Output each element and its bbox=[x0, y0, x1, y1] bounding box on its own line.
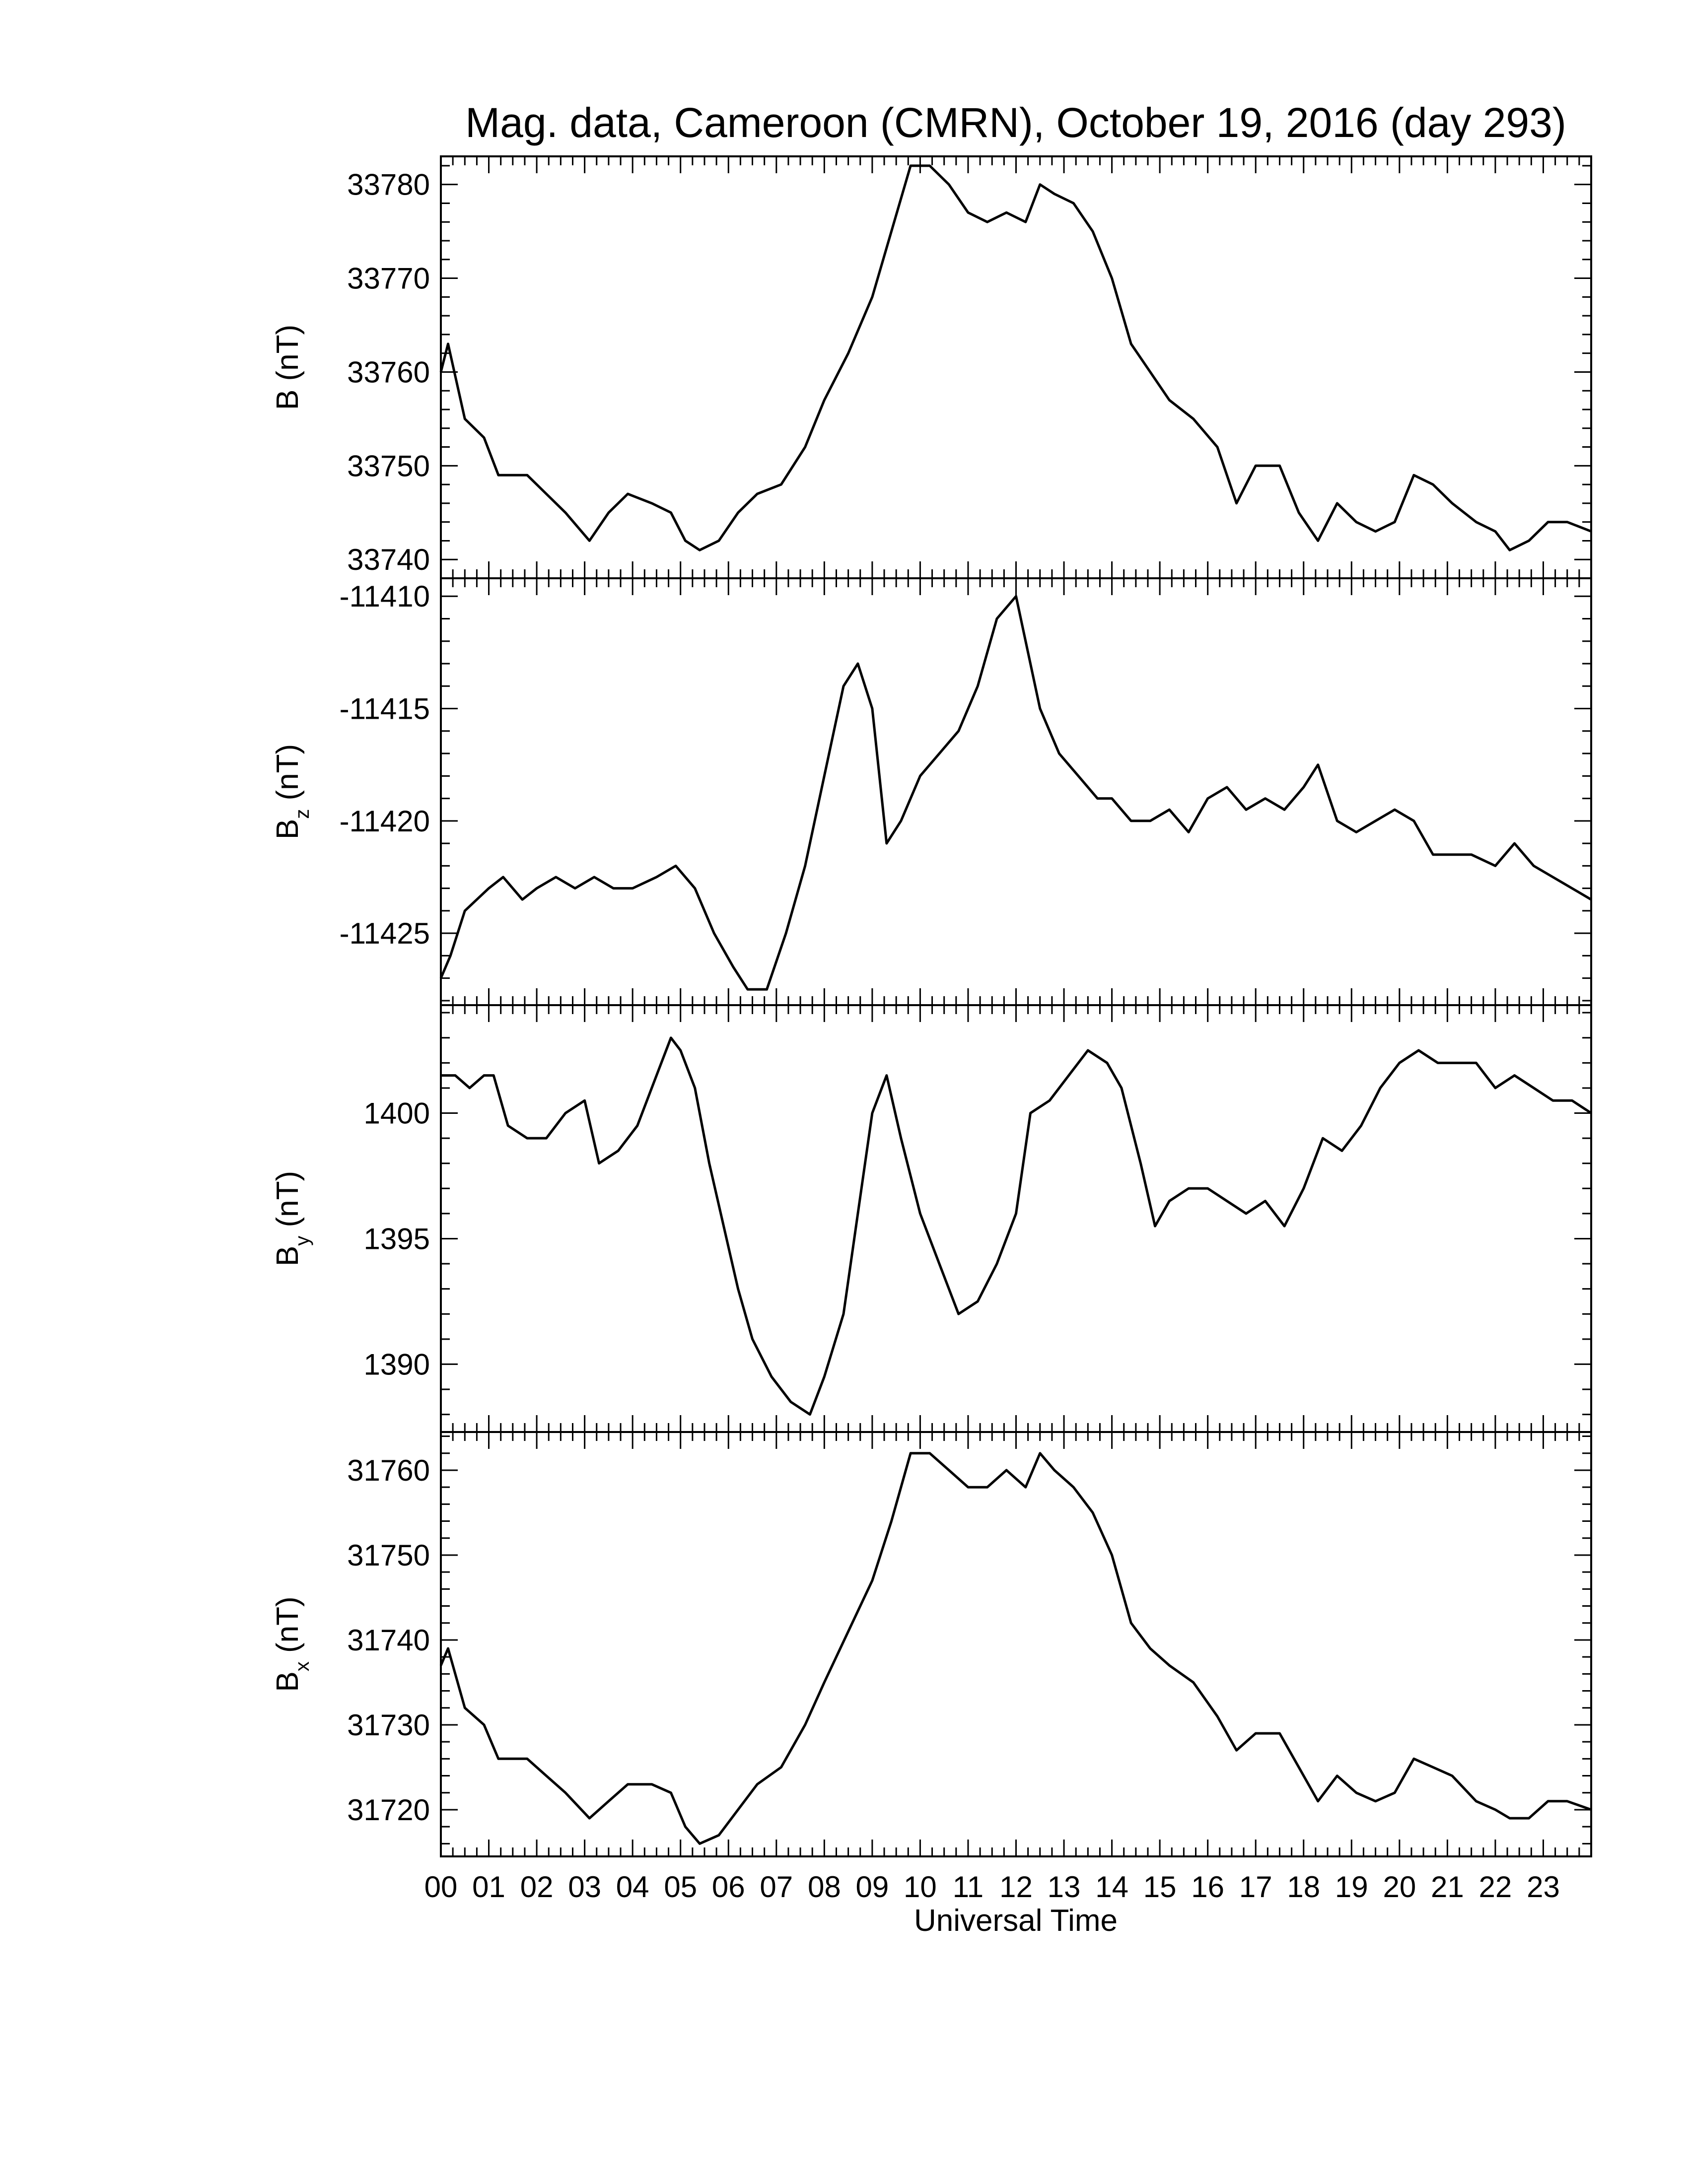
x-tick-label: 21 bbox=[1431, 1870, 1464, 1904]
y-tick-label: -11415 bbox=[340, 692, 430, 726]
y-tick-label: 33770 bbox=[347, 262, 430, 295]
y-axis-label-unit: (nT) bbox=[271, 744, 305, 809]
x-tick-label: 03 bbox=[568, 1870, 601, 1904]
x-tick-label: 12 bbox=[999, 1870, 1033, 1904]
y-tick-label: 33780 bbox=[347, 168, 430, 202]
x-tick-label: 23 bbox=[1527, 1870, 1560, 1904]
x-tick-label: 02 bbox=[520, 1870, 554, 1904]
panel-frame bbox=[440, 1004, 1592, 1433]
y-axis-label-main: B bbox=[271, 1671, 305, 1692]
y-axis-label-main: B bbox=[271, 1246, 305, 1266]
x-tick-label: 14 bbox=[1095, 1870, 1128, 1904]
y-tick-label: -11420 bbox=[340, 805, 430, 838]
y-axis-label-subscript: y bbox=[291, 1236, 313, 1246]
x-axis-tick-labels: 00 01 02 03 04 05 06 07 08 09 10 11 12 13 14 15 16 17 18 19… bbox=[424, 1870, 1560, 1904]
panel-B: 33740 33750 33760 33770 33780 B (nT) bbox=[271, 155, 1592, 579]
x-tick-label: 15 bbox=[1143, 1870, 1177, 1904]
y-tick-label: -11425 bbox=[340, 917, 430, 950]
panel-frame bbox=[440, 577, 1592, 1006]
y-tick-label: 31720 bbox=[347, 1793, 430, 1827]
x-tick-label: 19 bbox=[1335, 1870, 1368, 1904]
series-line-Bz bbox=[439, 595, 1592, 991]
y-tick-label: 31740 bbox=[347, 1624, 430, 1657]
y-tick-label: 33740 bbox=[347, 543, 430, 576]
y-axis-label-unit: (nT) bbox=[271, 325, 305, 390]
panel-Bz: -11425 -11420 -11415 -11410 Bz (nT) bbox=[271, 577, 1592, 1006]
y-tick-label: 33760 bbox=[347, 355, 430, 389]
y-tick-label: -11410 bbox=[340, 580, 430, 613]
x-tick-label: 10 bbox=[904, 1870, 937, 1904]
x-tick-label: 06 bbox=[712, 1870, 745, 1904]
x-tick-label: 09 bbox=[856, 1870, 889, 1904]
y-tick-label: 33750 bbox=[347, 449, 430, 482]
x-tick-label: 11 bbox=[953, 1870, 984, 1904]
y-axis-label-unit: (nT) bbox=[271, 1171, 305, 1236]
y-axis-label: Bz (nT) bbox=[271, 744, 313, 839]
panel-frame bbox=[440, 1431, 1592, 1857]
y-axis-label-main: B bbox=[271, 819, 305, 839]
y-axis-label-subscript: z bbox=[291, 809, 313, 819]
y-tick-label: 31750 bbox=[347, 1539, 430, 1572]
chart-title: Mag. data, Cameroon (CMRN), October 19, … bbox=[465, 99, 1566, 146]
x-tick-label: 20 bbox=[1383, 1870, 1416, 1904]
y-tick-label: 1390 bbox=[364, 1348, 430, 1381]
x-axis-label: Universal Time bbox=[914, 1904, 1118, 1938]
x-tick-label: 08 bbox=[808, 1870, 841, 1904]
x-tick-label: 07 bbox=[760, 1870, 793, 1904]
x-tick-label: 22 bbox=[1479, 1870, 1512, 1904]
y-axis-label-subscript: x bbox=[291, 1661, 313, 1671]
y-tick-label: 31760 bbox=[347, 1454, 430, 1487]
x-tick-label: 17 bbox=[1239, 1870, 1272, 1904]
panel-By: 1390 1395 1400 By (nT) bbox=[271, 1004, 1592, 1433]
y-tick-label: 31730 bbox=[347, 1708, 430, 1742]
series-line-By bbox=[441, 1036, 1592, 1416]
x-tick-label: 01 bbox=[472, 1870, 505, 1904]
x-tick-label: 13 bbox=[1048, 1870, 1081, 1904]
y-axis-label: By (nT) bbox=[271, 1171, 313, 1266]
y-axis-label: B (nT) bbox=[271, 325, 305, 410]
series-line-B bbox=[439, 164, 1592, 551]
y-tick-label: 1395 bbox=[364, 1222, 430, 1255]
panel-Bx: 31720 31730 31740 31750 31760 Bx (nT) bbox=[271, 1431, 1592, 1857]
y-tick-label: 1400 bbox=[364, 1097, 430, 1130]
y-axis-label-unit: (nT) bbox=[271, 1596, 305, 1661]
panel-frame bbox=[440, 155, 1592, 579]
series-line-Bx bbox=[439, 1452, 1592, 1845]
x-tick-label: 18 bbox=[1287, 1870, 1320, 1904]
x-tick-label: 00 bbox=[424, 1870, 458, 1904]
x-tick-label: 16 bbox=[1191, 1870, 1224, 1904]
x-tick-label: 05 bbox=[664, 1870, 697, 1904]
x-tick-label: 04 bbox=[616, 1870, 649, 1904]
y-axis-label-main: B bbox=[271, 390, 305, 410]
y-axis-label: Bx (nT) bbox=[271, 1596, 313, 1692]
